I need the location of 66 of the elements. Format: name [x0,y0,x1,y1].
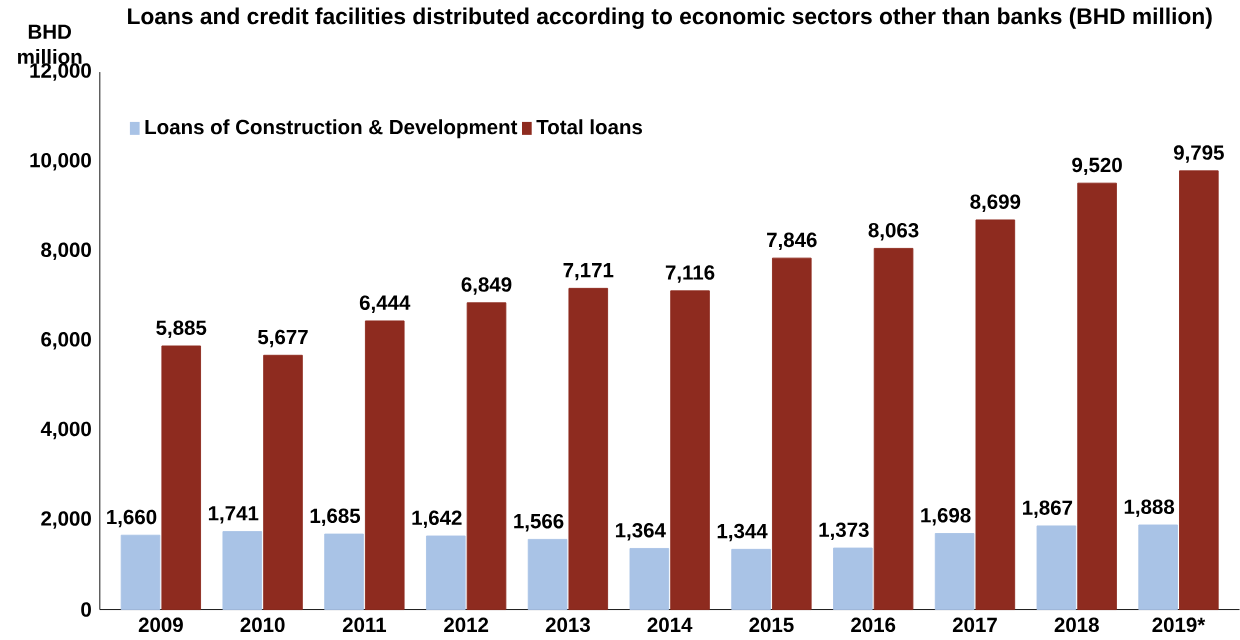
data-label: 7,116 [665,265,715,283]
data-label: 5,885 [156,320,207,339]
data-label: 7,171 [563,263,614,281]
data-label: 1,660 [107,509,157,528]
data-label: 6,444 [359,295,411,314]
bar [1179,170,1219,611]
y-tick-label: 8,000 [41,242,91,261]
bar [1077,182,1117,611]
data-label: 7,846 [767,232,817,251]
legend-label: Total loans [536,119,643,135]
bar [873,248,914,611]
bar [629,548,670,611]
y-tick-label: 6,000 [41,332,91,350]
bar [975,219,1016,611]
data-label: 1,685 [310,508,361,527]
data-label: 1,364 [615,523,666,541]
y-tick-label: 2,000 [41,511,91,529]
data-label: 1,566 [514,514,564,532]
bar [1036,525,1077,611]
x-tick-label: 2015 [749,617,794,633]
x-tick-label: 2017 [952,617,997,633]
bar [527,539,568,611]
bar [568,288,609,611]
data-label: 5,677 [258,329,308,348]
bar [426,535,466,611]
data-label: 1,698 [921,508,971,526]
x-tick-label: 2019* [1152,617,1206,633]
y-tick-label: 12,000 [30,63,91,81]
x-tick-label: 2011 [342,617,387,633]
data-label: 1,867 [1023,500,1073,519]
x-tick-label: 2014 [647,617,693,633]
bar [222,531,263,611]
x-tick-label: 2013 [545,617,590,633]
y-tick-label: 4,000 [40,421,91,440]
x-tick-label: 2012 [444,617,489,633]
data-label: 1,741 [208,506,259,524]
x-tick-label: 2009 [138,617,183,633]
bar [833,547,873,611]
bar [772,257,812,611]
data-label: 6,849 [461,277,512,295]
bar [731,549,771,611]
x-tick-label: 2016 [851,617,896,633]
data-label: 9,520 [1072,157,1122,176]
data-label: 1,344 [717,523,768,542]
y-tick-label: 10,000 [30,153,91,171]
data-label: 8,699 [970,194,1021,213]
y-axis-title: BHD million [18,24,82,65]
bar [120,534,161,611]
legend-label: Loans of Construction & Development [145,119,518,139]
x-tick-label: 2018 [1054,617,1099,633]
bar [324,533,364,611]
data-label: 8,063 [868,223,919,241]
bar [934,533,975,611]
data-label: 9,795 [1173,145,1224,163]
bar [466,302,507,611]
data-label: 1,888 [1124,499,1175,518]
chart-title: Loans and credit facilities distributed according to economic sectors other than banks (BHD million) [128,7,1212,30]
bar [670,290,710,611]
bar [161,345,202,611]
x-tick-label: 2010 [240,617,285,633]
data-label: 1,642 [412,510,462,529]
bar [263,354,303,611]
bar [1138,524,1178,611]
y-tick-label: 0 [81,602,91,617]
bar [364,320,405,611]
data-label: 1,373 [819,522,869,541]
